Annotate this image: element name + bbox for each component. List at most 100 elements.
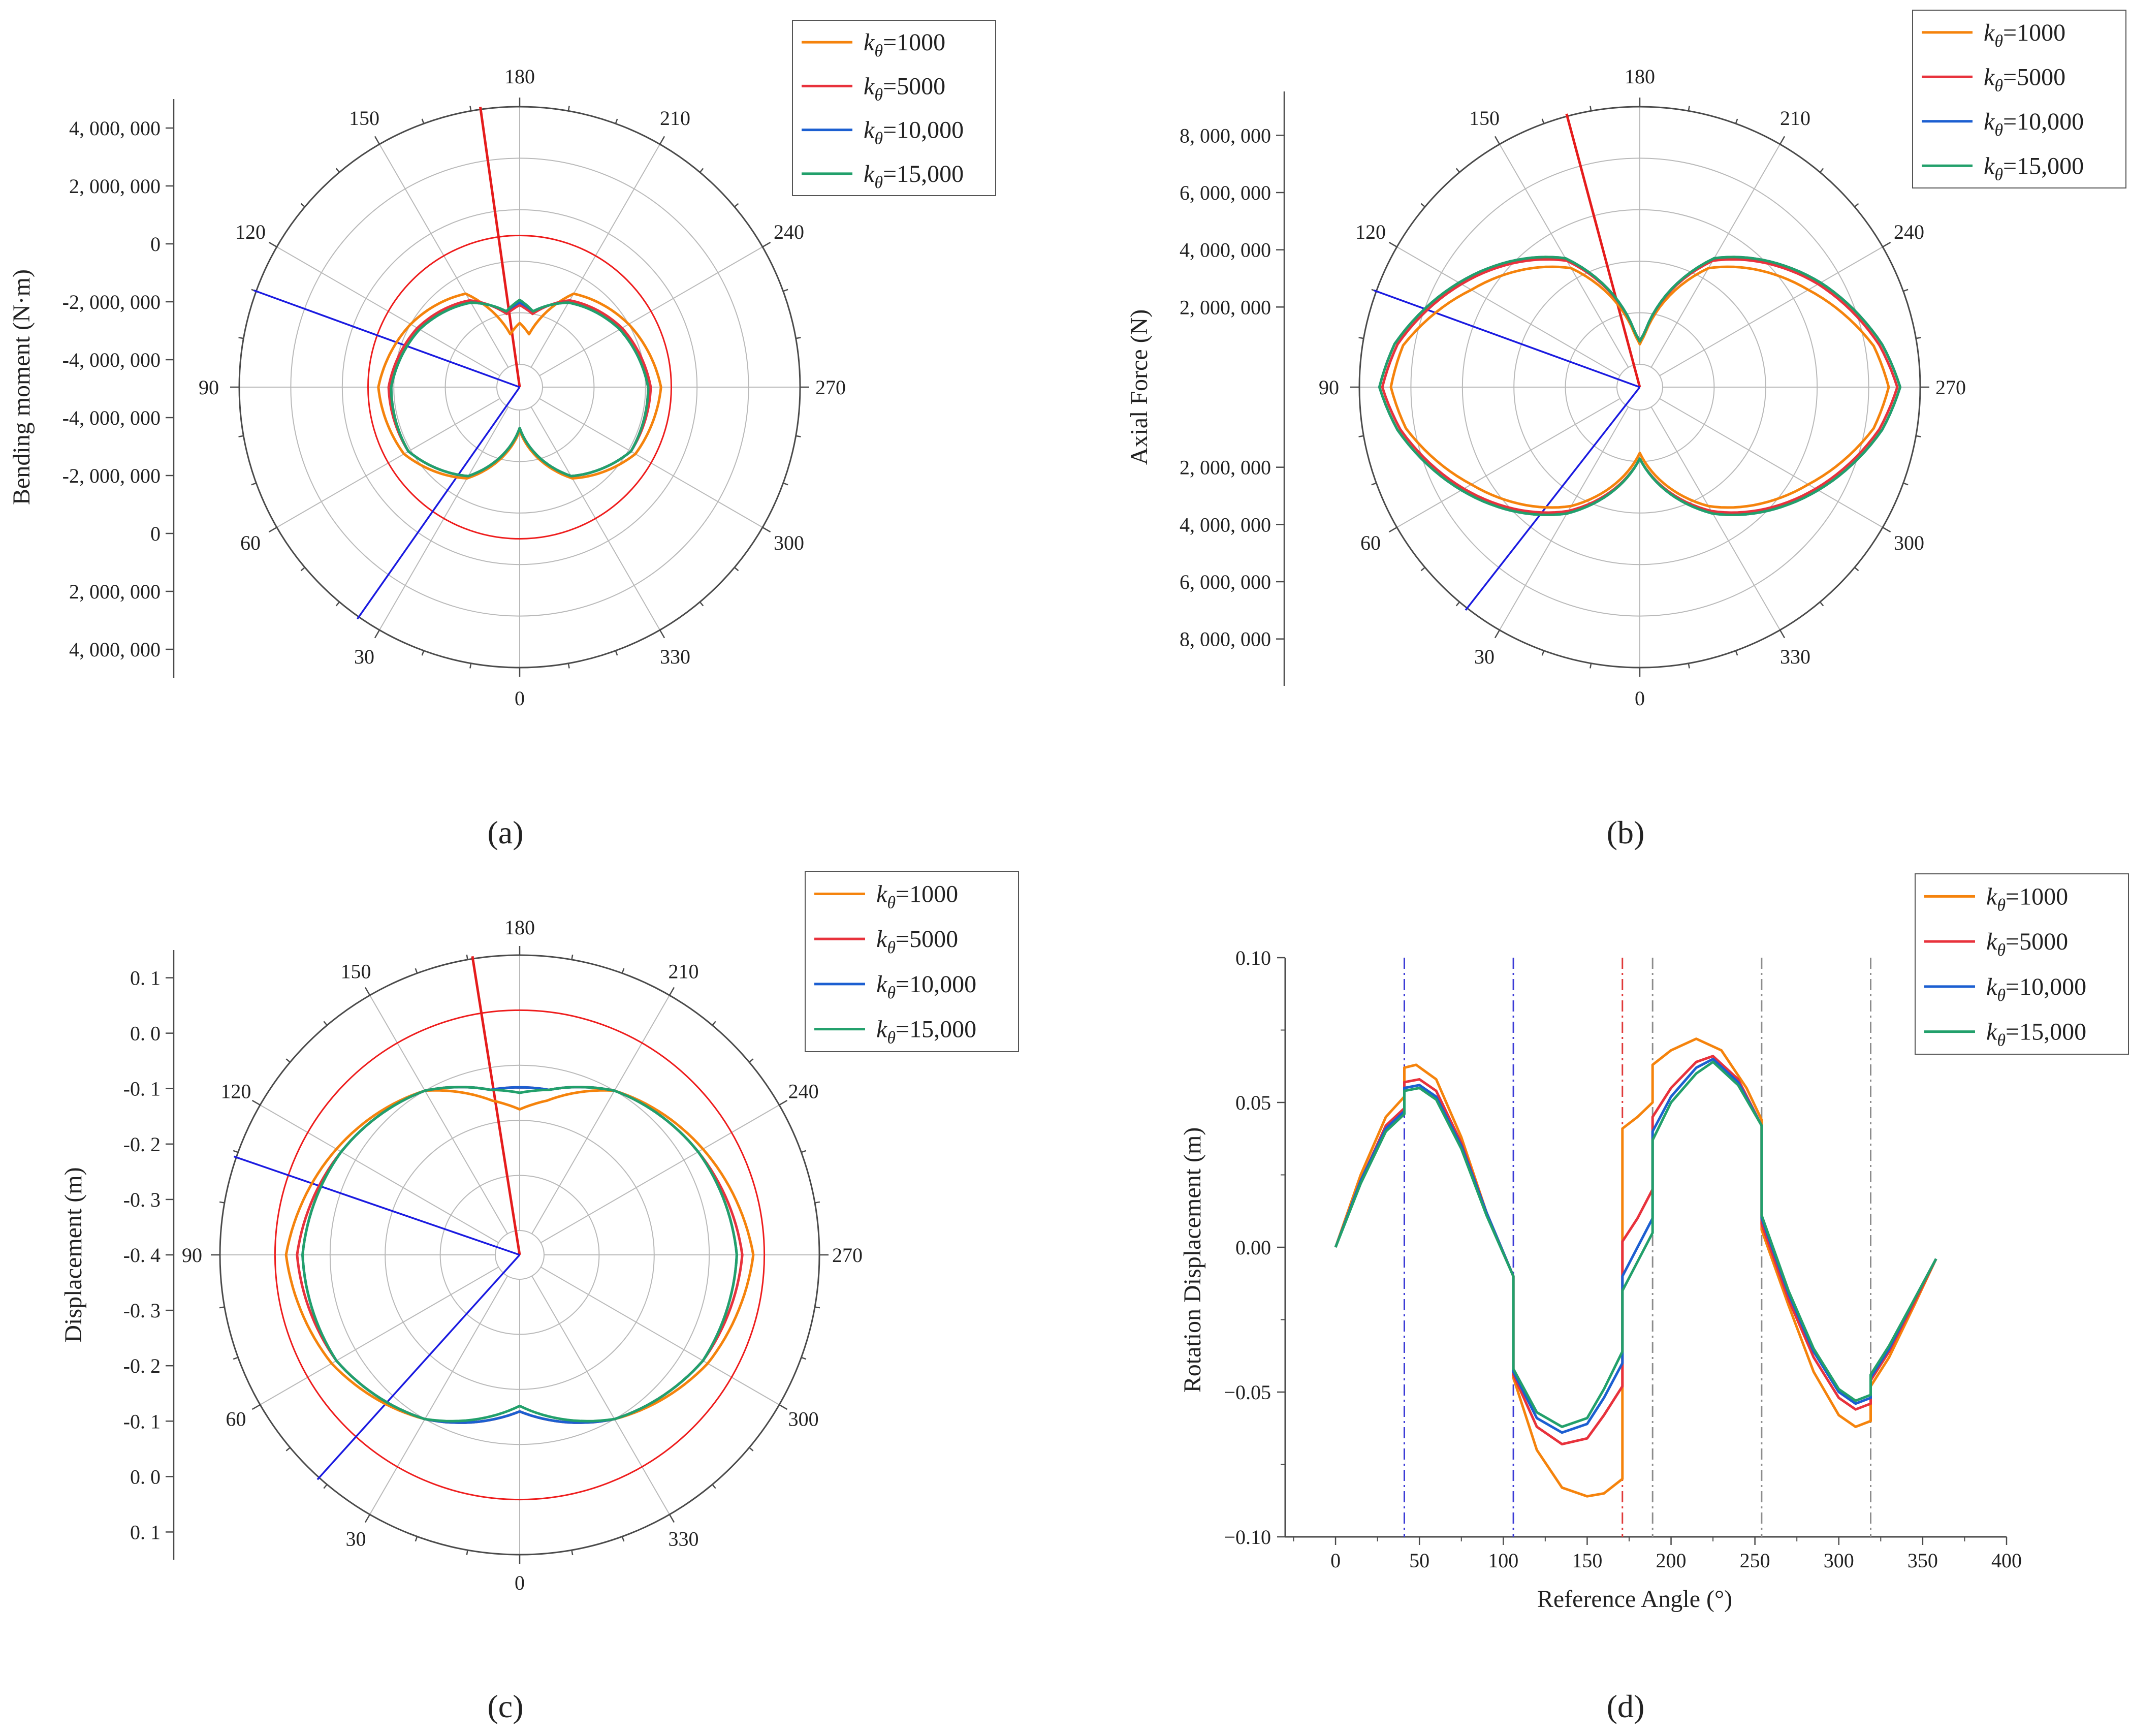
angular-tick	[285, 1447, 291, 1451]
angular-tick	[1819, 602, 1824, 607]
angular-tick	[1358, 337, 1364, 339]
angle-labels: 180 210 240 270 300 330 0 30 60 90 120 150	[182, 916, 863, 1594]
radial-tick-label: 2, 000, 000	[69, 175, 161, 198]
grid-spoke	[1650, 406, 1781, 630]
angular-tick	[466, 954, 468, 960]
y-axis-label: Bending moment (N·m)	[8, 269, 35, 505]
angular-tick	[335, 602, 340, 607]
x-tick-label: 0	[1330, 1549, 1341, 1572]
angle-label: 120	[1355, 220, 1386, 243]
x-tick-label: 250	[1740, 1549, 1770, 1572]
radial-tick-label: -0. 2	[123, 1354, 161, 1377]
legend-box	[1915, 873, 2129, 1055]
radial-tick-label: -2, 000, 000	[62, 291, 161, 313]
angle-labels: 180 210 240 270 300 330 0 30 60 90 120 150	[1319, 65, 1966, 710]
legend-label: kθ=5000	[864, 73, 945, 104]
legend-label: kθ=5000	[1986, 928, 2068, 960]
angular-tick	[233, 1150, 239, 1153]
legend-box	[792, 20, 996, 196]
radial-tick-label: 6, 000, 000	[1180, 181, 1271, 204]
caption-a: (a)	[487, 814, 523, 850]
angular-tick	[421, 650, 425, 656]
series-line	[1389, 265, 1890, 509]
grid-spoke	[1396, 398, 1620, 528]
angular-tick	[1420, 203, 1425, 208]
legend-label: kθ=1000	[864, 29, 945, 60]
reference-lines	[1373, 113, 1641, 611]
grid-spoke	[369, 1276, 508, 1515]
radial-tick-label: 4, 000, 000	[69, 117, 161, 140]
angular-tick	[712, 1021, 716, 1026]
angular-tick	[659, 136, 665, 145]
series-group	[1334, 1037, 1937, 1498]
angle-label: 210	[1780, 107, 1810, 130]
grid-spoke	[1659, 246, 1883, 376]
grid-spoke	[1659, 398, 1883, 528]
radial-tick-label: 4, 000, 000	[1180, 513, 1271, 536]
angular-tick	[801, 1150, 807, 1153]
angle-label: 0	[1635, 687, 1645, 710]
angular-tick	[374, 136, 380, 145]
angular-tick	[1819, 168, 1824, 173]
angular-tick	[1358, 435, 1364, 437]
angle-label: 240	[1894, 220, 1924, 243]
radial-tick-label: 4, 000, 000	[69, 638, 161, 661]
radial-tick-label: 8, 000, 000	[1180, 124, 1271, 147]
radial-tick-label: -0. 1	[123, 1410, 161, 1433]
radial-tick-label: 0. 0	[130, 1022, 161, 1045]
angular-tick	[615, 650, 618, 656]
grid-spoke	[1396, 246, 1620, 376]
x-axis-label: Reference Angle (°)	[1537, 1586, 1732, 1613]
grid-spoke	[1650, 144, 1781, 368]
angular-tick	[571, 1550, 574, 1556]
angle-label: 120	[235, 220, 266, 243]
radial-tick-label: 2, 000, 000	[1180, 296, 1271, 319]
angle-label: 300	[788, 1408, 819, 1431]
angular-tick	[669, 1514, 675, 1523]
angular-tick	[1688, 663, 1690, 669]
angular-tick	[415, 968, 418, 974]
radial-tick-label: 4, 000, 000	[1180, 239, 1271, 262]
angular-tick	[251, 1404, 261, 1410]
angular-tick	[796, 435, 801, 437]
angular-tick	[749, 1058, 754, 1063]
x-tick-label: 100	[1488, 1549, 1518, 1572]
angular-tick	[469, 663, 472, 669]
angular-tick	[1735, 650, 1738, 656]
y-axis-label: Rotation Displacement (m)	[1179, 1127, 1206, 1393]
angular-tick	[749, 1447, 754, 1451]
radial-tick-label: -4, 000, 000	[62, 406, 161, 429]
grid-spoke	[1499, 406, 1629, 630]
radial-tick-label: -0. 2	[123, 1133, 161, 1156]
angle-label: 60	[226, 1408, 246, 1431]
grid-spoke	[369, 995, 508, 1234]
legend-label: kθ=1000	[876, 880, 958, 912]
y-tick-label: 0.10	[1235, 946, 1271, 969]
x-tick-label: 200	[1656, 1549, 1687, 1572]
angular-tick	[323, 1484, 328, 1489]
series-line	[1334, 1058, 1937, 1434]
grid-spoke	[541, 1104, 780, 1243]
angle-label: 210	[669, 960, 699, 983]
caption-c: (c)	[487, 1688, 523, 1724]
radial-tick-label: 0. 0	[130, 1465, 161, 1488]
series-group	[1378, 256, 1902, 516]
angle-label: 150	[349, 107, 379, 130]
angle-label: 270	[832, 1244, 863, 1267]
angular-tick	[1916, 435, 1921, 437]
x-tick-label: 350	[1908, 1549, 1938, 1572]
grid-spoke	[1499, 144, 1629, 368]
angle-label: 330	[660, 645, 690, 668]
angular-tick	[1541, 118, 1545, 124]
angular-tick	[1541, 650, 1545, 656]
reference-line	[1565, 113, 1641, 388]
radial-tick-label: -2, 000, 000	[62, 464, 161, 487]
legend-label: kθ=15,000	[876, 1016, 976, 1048]
angle-label: 270	[815, 376, 846, 399]
legend: kθ=1000 kθ=5000 kθ=10,000 kθ=15,000	[1912, 10, 2126, 188]
grid-spoke	[531, 1276, 670, 1515]
angular-tick	[1882, 526, 1891, 533]
angle-label: 180	[504, 916, 535, 939]
